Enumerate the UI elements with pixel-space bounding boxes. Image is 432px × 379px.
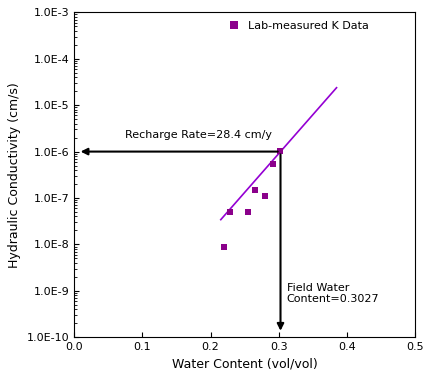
Text: Field Water
Content=0.3027: Field Water Content=0.3027 xyxy=(287,283,379,304)
X-axis label: Water Content (vol/vol): Water Content (vol/vol) xyxy=(172,358,318,371)
Lab-measured K Data xyxy=(222,244,227,249)
Lab-measured K Data xyxy=(245,210,251,214)
Lab-measured K Data xyxy=(263,194,268,198)
Lab-measured K Data xyxy=(252,188,257,192)
Text: Recharge Rate=28.4 cm/y: Recharge Rate=28.4 cm/y xyxy=(125,130,273,140)
Line: Lab-measured K Data: Lab-measured K Data xyxy=(221,147,283,250)
Legend: Lab-measured K Data: Lab-measured K Data xyxy=(223,21,369,31)
Y-axis label: Hydraulic Conductivity (cm/s): Hydraulic Conductivity (cm/s) xyxy=(8,82,21,268)
Lab-measured K Data xyxy=(270,161,276,166)
Lab-measured K Data xyxy=(277,148,283,153)
Lab-measured K Data xyxy=(227,210,232,214)
